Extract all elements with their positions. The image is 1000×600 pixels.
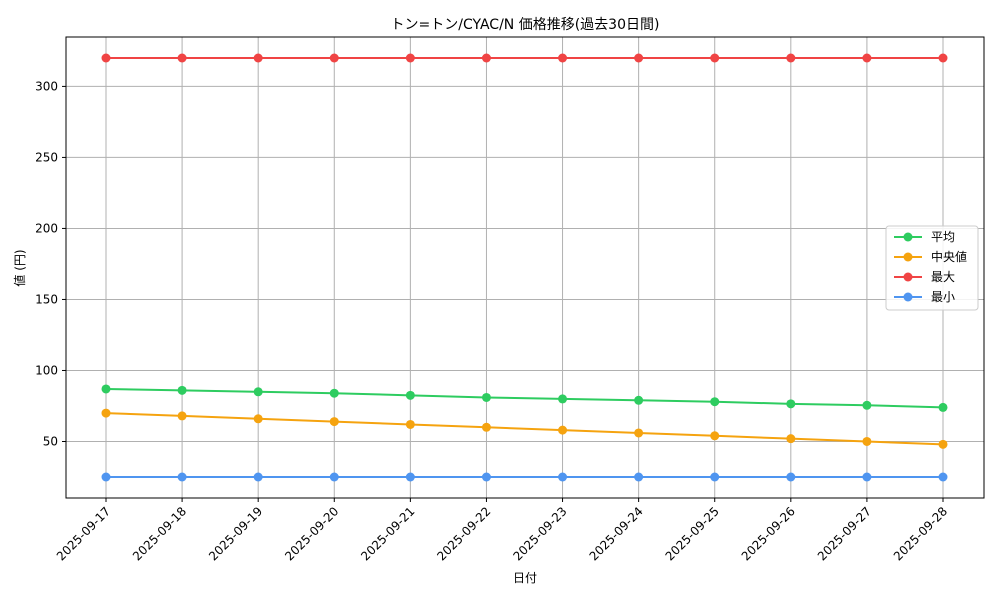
data-point <box>177 385 187 395</box>
y-tick-label: 300 <box>35 79 58 93</box>
data-point <box>177 472 187 482</box>
x-tick-label: 2025-09-17 <box>54 504 113 563</box>
data-point <box>253 53 263 63</box>
x-tick-label: 2025-09-23 <box>510 504 569 563</box>
data-point <box>405 472 415 482</box>
data-point <box>710 397 720 407</box>
data-point <box>558 472 568 482</box>
data-point <box>101 472 111 482</box>
data-point <box>862 53 872 63</box>
data-point <box>329 53 339 63</box>
x-tick-label: 2025-09-26 <box>739 504 798 563</box>
data-point <box>938 402 948 412</box>
y-axis-label: 値 (円) <box>12 249 27 286</box>
chart-title: トン=トン/CYAC/N 価格推移(過去30日間) <box>391 17 660 33</box>
data-point <box>481 422 491 432</box>
data-point <box>710 431 720 441</box>
data-point <box>786 399 796 409</box>
data-point <box>558 394 568 404</box>
legend-box <box>885 225 979 311</box>
data-point <box>481 392 491 402</box>
data-point <box>786 434 796 444</box>
data-point <box>253 472 263 482</box>
x-axis-label: 日付 <box>513 571 537 585</box>
data-point <box>101 408 111 418</box>
y-tick-label: 150 <box>35 292 58 306</box>
data-point <box>862 400 872 410</box>
data-point <box>177 53 187 63</box>
x-tick-label: 2025-09-18 <box>130 504 189 563</box>
legend-swatch-marker <box>903 232 913 242</box>
x-tick-label: 2025-09-22 <box>434 504 493 563</box>
data-point <box>405 419 415 429</box>
data-point <box>253 387 263 397</box>
data-point <box>938 439 948 449</box>
data-point <box>101 384 111 394</box>
data-point <box>786 472 796 482</box>
data-point <box>405 390 415 400</box>
y-tick-label: 200 <box>35 221 58 235</box>
data-point <box>710 472 720 482</box>
data-point <box>634 472 644 482</box>
data-point <box>177 411 187 421</box>
y-tick-label: 250 <box>35 150 58 164</box>
legend-swatch-marker <box>903 272 913 282</box>
legend-swatch-marker <box>903 252 913 262</box>
data-point <box>862 472 872 482</box>
data-point <box>634 53 644 63</box>
data-point <box>938 53 948 63</box>
legend-label: 中央値 <box>931 249 967 264</box>
series-line <box>105 387 944 409</box>
x-tick-label: 2025-09-21 <box>358 504 417 563</box>
x-tick-label: 2025-09-20 <box>282 504 341 563</box>
data-point <box>101 53 111 63</box>
plot-frame <box>65 36 985 499</box>
y-tick-label: 100 <box>35 363 58 377</box>
legend-label: 平均 <box>931 230 955 244</box>
data-point <box>786 53 796 63</box>
x-tick-label: 2025-09-25 <box>663 504 722 563</box>
legend-label: 最大 <box>931 270 955 284</box>
data-point <box>481 472 491 482</box>
x-tick-label: 2025-09-27 <box>815 504 874 563</box>
data-point <box>558 425 568 435</box>
data-point <box>329 417 339 427</box>
data-point <box>634 395 644 405</box>
data-point <box>481 53 491 63</box>
data-point <box>634 428 644 438</box>
legend-label: 最小 <box>931 290 955 304</box>
data-point <box>329 388 339 398</box>
y-tick-label: 50 <box>43 434 58 448</box>
data-point <box>558 53 568 63</box>
x-tick-label: 2025-09-28 <box>891 504 950 563</box>
data-point <box>710 53 720 63</box>
x-tick-label: 2025-09-24 <box>587 504 646 563</box>
data-point <box>405 53 415 63</box>
series-line <box>105 412 944 446</box>
data-point <box>253 414 263 424</box>
legend-swatch-marker <box>903 292 913 302</box>
data-point <box>862 436 872 446</box>
data-point <box>329 472 339 482</box>
x-tick-label: 2025-09-19 <box>206 504 265 563</box>
data-point <box>938 472 948 482</box>
